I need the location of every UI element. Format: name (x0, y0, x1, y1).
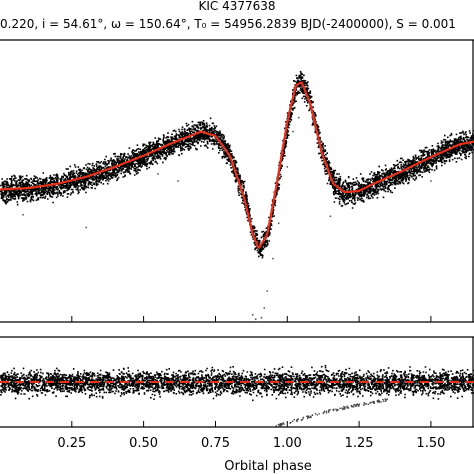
trail-point-91 (335, 408, 337, 411)
trail-point-61 (316, 414, 319, 416)
light-curve-panel (0, 39, 474, 323)
trail-point-72 (380, 401, 382, 403)
trail-point-14 (325, 412, 328, 414)
trail-point-102 (367, 403, 370, 406)
trail-point-115 (363, 403, 366, 405)
trail-point-119 (353, 404, 355, 406)
x-tick-label-2: 0.75 (201, 436, 230, 451)
outlier-point-0 (251, 314, 254, 316)
trail-point-46 (309, 415, 312, 418)
outlier-point-13 (22, 213, 24, 216)
outlier-point-17 (430, 180, 432, 182)
trail-point-95 (344, 408, 346, 410)
trail-point-76 (341, 407, 343, 409)
residual-point-cloud (0, 364, 474, 402)
trail-point-7 (382, 398, 384, 401)
trail-point-52 (384, 398, 387, 400)
x-tick-label-5: 1.50 (416, 436, 445, 451)
trail-point-48 (333, 408, 335, 411)
trail-point-103 (314, 413, 317, 415)
trail-point-90 (351, 405, 353, 408)
trail-point-117 (277, 423, 280, 426)
trail-point-107 (289, 422, 292, 424)
x-tick-label-1: 0.50 (129, 436, 158, 451)
trail-point-70 (343, 405, 345, 408)
trail-point-96 (355, 403, 358, 406)
chart-subtitle: 0.220, i = 54.61°, ω = 150.64°, T₀ = 549… (0, 17, 456, 31)
trail-point-57 (297, 418, 299, 421)
trail-point-36 (362, 404, 365, 406)
trail-point-100 (293, 418, 296, 421)
outlier-point-2 (257, 321, 260, 323)
outlier-point-7 (277, 222, 280, 225)
trail-point-113 (296, 419, 298, 421)
outlier-point-14 (329, 215, 332, 218)
trail-point-97 (311, 414, 314, 417)
trail-point-81 (306, 415, 309, 418)
residual-data-points (0, 364, 474, 402)
trail-point-98 (308, 416, 311, 419)
x-tick-label-4: 1.25 (345, 436, 374, 451)
outlier-point-15 (389, 191, 392, 194)
outlier-point-11 (177, 180, 180, 182)
trail-point-106 (355, 405, 357, 408)
residual-outlier-trail (275, 398, 389, 427)
trail-point-83 (337, 409, 339, 411)
x-axis-label: Orbital phase (224, 459, 311, 474)
trail-point-112 (327, 411, 330, 413)
trail-point-116 (323, 410, 326, 413)
trail-point-44 (283, 423, 285, 425)
model-curve (0, 81, 474, 250)
light-curve-data-points (0, 70, 474, 259)
trail-point-85 (282, 422, 285, 424)
trail-point-114 (342, 408, 344, 411)
trail-point-79 (346, 405, 349, 408)
trail-point-80 (357, 405, 360, 407)
outlier-point-12 (85, 226, 88, 229)
chart-title: KIC 4377638 (198, 0, 275, 13)
trail-point-24 (372, 400, 374, 403)
trail-point-94 (373, 402, 375, 404)
trail-point-22 (382, 400, 385, 403)
trail-point-53 (339, 407, 341, 410)
residuals-panel (0, 336, 474, 428)
trail-point-38 (325, 410, 328, 413)
trail-point-42 (310, 416, 312, 419)
trail-point-41 (281, 422, 283, 425)
trail-point-82 (329, 408, 331, 411)
trail-point-118 (365, 403, 368, 405)
trail-point-105 (369, 402, 371, 404)
outlier-point-9 (292, 130, 294, 133)
trail-point-101 (347, 406, 350, 409)
trail-point-62 (318, 413, 320, 415)
outlier-point-8 (286, 166, 289, 168)
trail-point-30 (291, 420, 294, 423)
outlier-point-5 (266, 290, 269, 292)
trail-point-78 (279, 422, 282, 425)
light-curve-point-cloud (0, 70, 474, 259)
outlier-point-16 (157, 173, 159, 175)
outlier-point-3 (260, 316, 263, 319)
x-axis-ticks: 0.25 0.50 0.75 1.00 1.25 1.50 (57, 316, 445, 451)
outlier-point-10 (297, 116, 300, 119)
trail-point-73 (296, 420, 298, 423)
outlier-point-1 (254, 318, 257, 321)
trail-point-110 (280, 424, 283, 427)
trail-point-111 (376, 400, 379, 402)
trail-point-25 (353, 406, 355, 408)
x-tick-label-3: 1.00 (273, 436, 302, 451)
x-tick-label-0: 0.25 (57, 436, 86, 451)
trail-point-75 (301, 418, 304, 421)
trail-point-84 (302, 416, 305, 419)
trail-point-104 (384, 400, 387, 402)
trail-point-99 (385, 399, 388, 401)
trail-point-108 (275, 425, 278, 427)
outlier-point-6 (272, 257, 274, 260)
light-curve-outliers (22, 116, 432, 323)
outlier-point-4 (263, 307, 266, 309)
trail-point-56 (335, 409, 338, 412)
trail-point-47 (363, 402, 366, 404)
trail-point-65 (306, 417, 309, 420)
